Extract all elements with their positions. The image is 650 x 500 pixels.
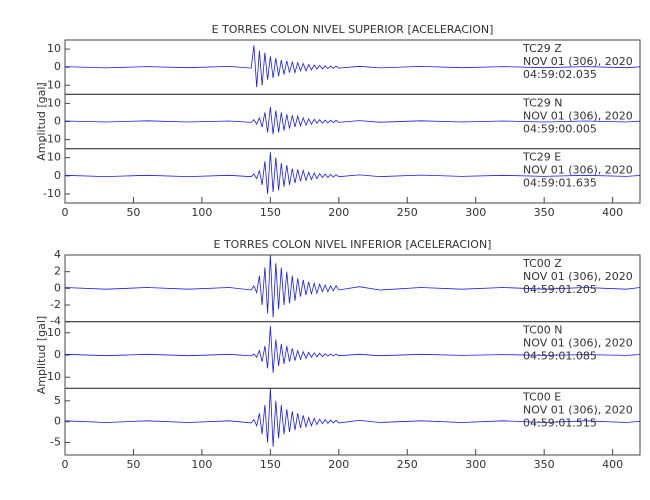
x-tick-label: 50 bbox=[126, 458, 140, 471]
waveform bbox=[64, 388, 641, 447]
x-tick-label: 350 bbox=[534, 458, 555, 471]
date-label: NOV 01 (306), 2020 bbox=[523, 403, 633, 416]
date-label: NOV 01 (306), 2020 bbox=[523, 270, 633, 283]
y-tick-label: 5 bbox=[54, 394, 61, 407]
station-label: TC29 N bbox=[522, 96, 562, 109]
y-tick-label: 0 bbox=[54, 415, 61, 428]
x-tick-label: 250 bbox=[397, 206, 418, 219]
date-label: NOV 01 (306), 2020 bbox=[523, 55, 633, 68]
x-tick-label: 100 bbox=[191, 458, 212, 471]
y-tick-label: -10 bbox=[43, 133, 61, 146]
y-axis-label: Amplitud [gal] bbox=[35, 316, 48, 394]
y-tick-label: 0 bbox=[54, 115, 61, 128]
x-tick-label: 300 bbox=[465, 458, 486, 471]
station-label: TC29 E bbox=[522, 151, 561, 164]
x-tick-label: 100 bbox=[191, 206, 212, 219]
x-tick-label: 200 bbox=[328, 206, 349, 219]
x-tick-label: 350 bbox=[534, 206, 555, 219]
chart-title: E TORRES COLON NIVEL INFERIOR [ACELERACI… bbox=[214, 238, 492, 251]
y-tick-label: 4 bbox=[54, 248, 61, 261]
x-tick-label: 150 bbox=[260, 458, 281, 471]
y-tick-label: 0 bbox=[54, 281, 61, 294]
date-label: NOV 01 (306), 2020 bbox=[523, 109, 633, 122]
y-tick-label: -10 bbox=[43, 78, 61, 91]
x-tick-label: 50 bbox=[126, 206, 140, 219]
date-label: NOV 01 (306), 2020 bbox=[523, 337, 633, 350]
y-tick-label: 0 bbox=[54, 169, 61, 182]
y-tick-label: 0 bbox=[54, 60, 61, 73]
x-tick-label: 400 bbox=[602, 458, 623, 471]
y-tick-label: 10 bbox=[47, 42, 61, 55]
y-tick-label: 10 bbox=[47, 151, 61, 164]
y-tick-label: -10 bbox=[43, 187, 61, 200]
x-tick-label: 250 bbox=[397, 458, 418, 471]
waveform bbox=[64, 45, 641, 88]
waveform bbox=[64, 152, 641, 194]
time-label: 04:59:01.085 bbox=[523, 350, 597, 363]
station-label: TC00 N bbox=[522, 324, 562, 337]
time-label: 04:59:01.635 bbox=[523, 177, 597, 190]
time-label: 04:59:01.515 bbox=[523, 416, 597, 429]
x-tick-label: 400 bbox=[602, 206, 623, 219]
waveform bbox=[64, 106, 641, 135]
time-label: 04:59:00.005 bbox=[523, 122, 597, 135]
waveform bbox=[64, 254, 641, 318]
x-tick-label: 200 bbox=[328, 458, 349, 471]
y-tick-label: 10 bbox=[47, 96, 61, 109]
date-label: NOV 01 (306), 2020 bbox=[523, 164, 633, 177]
station-label: TC29 Z bbox=[522, 42, 562, 55]
station-label: TC00 E bbox=[522, 390, 561, 403]
y-axis-label: Amplitud [gal] bbox=[35, 82, 48, 160]
y-tick-label: -10 bbox=[43, 370, 61, 383]
y-tick-label: -5 bbox=[50, 436, 61, 449]
time-label: 04:59:02.035 bbox=[523, 68, 597, 81]
x-tick-label: 150 bbox=[260, 206, 281, 219]
y-tick-label: -2 bbox=[50, 298, 61, 311]
y-tick-label: 10 bbox=[47, 326, 61, 339]
y-tick-label: -4 bbox=[50, 315, 61, 328]
station-label: TC00 Z bbox=[522, 257, 562, 270]
y-tick-label: 0 bbox=[54, 348, 61, 361]
y-tick-label: 2 bbox=[54, 265, 61, 278]
x-tick-label: 0 bbox=[62, 458, 69, 471]
x-tick-label: 300 bbox=[465, 206, 486, 219]
chart-title: E TORRES COLON NIVEL SUPERIOR [ACELERACI… bbox=[212, 23, 494, 36]
time-label: 04:59:01.205 bbox=[523, 283, 597, 296]
waveform bbox=[64, 326, 641, 373]
x-tick-label: 0 bbox=[62, 206, 69, 219]
